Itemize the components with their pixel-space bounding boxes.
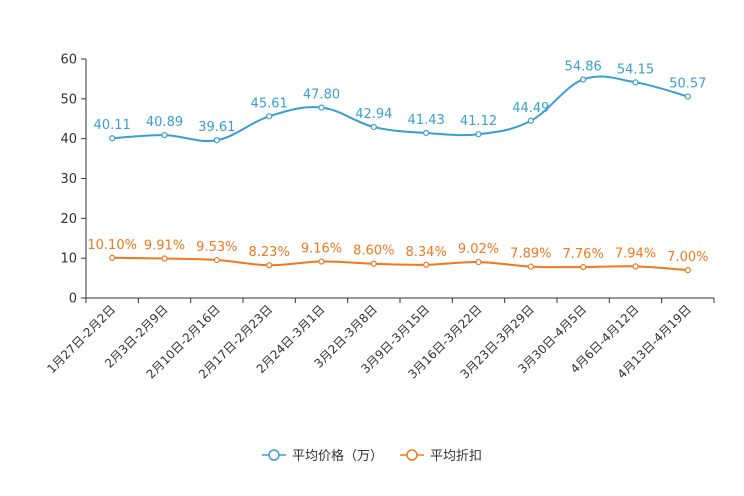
data-label: 9.53% <box>196 240 237 255</box>
x-axis: 1月27日-2月2日2月3日-2月9日2月10日-2月16日2月17日-2月23… <box>44 297 715 382</box>
y-tick-label: 0 <box>69 292 77 307</box>
data-label: 44.49 <box>512 101 549 116</box>
data-label: 9.16% <box>301 242 342 257</box>
legend-marker-icon <box>406 449 418 461</box>
legend-item-2[interactable]: 平均折扣 <box>400 449 482 464</box>
series-line <box>112 256 688 272</box>
data-point[interactable] <box>266 262 273 269</box>
data-point[interactable] <box>109 135 116 142</box>
data-label: 10.10% <box>87 238 137 253</box>
data-label: 40.89 <box>146 115 183 130</box>
data-point[interactable] <box>423 129 430 137</box>
y-tick-label: 60 <box>60 53 77 68</box>
data-label: 50.57 <box>669 77 706 92</box>
data-point[interactable] <box>161 255 168 262</box>
data-label: 8.34% <box>406 245 447 260</box>
data-label: 54.15 <box>617 62 654 77</box>
data-point[interactable] <box>475 258 482 266</box>
data-label: 9.02% <box>458 242 499 257</box>
data-point[interactable] <box>109 254 116 261</box>
y-axis: 0 10 20 30 40 50 60 <box>60 53 87 307</box>
data-label: 7.89% <box>510 247 551 262</box>
data-label: 42.94 <box>355 107 392 122</box>
data-point[interactable] <box>684 267 691 274</box>
series-layer: 40.11 40.89 39.61 45.61 47.80 42.94 41.43 41.12… <box>87 59 708 274</box>
series-1: 40.11 40.89 39.61 45.61 47.80 42.94 41.43 41.12… <box>94 59 706 144</box>
y-tick-label: 40 <box>60 132 77 147</box>
data-label: 7.76% <box>563 247 604 262</box>
legend-label: 平均价格（万） <box>292 448 383 464</box>
data-point[interactable] <box>684 93 691 100</box>
legend-label: 平均折扣 <box>430 449 482 464</box>
data-label: 7.94% <box>615 246 656 261</box>
data-label: 41.43 <box>408 113 445 128</box>
legend-item-1[interactable]: 平均价格（万） <box>262 448 383 464</box>
legend-marker-icon <box>268 449 280 461</box>
y-tick-label: 30 <box>60 172 77 187</box>
legend[interactable]: 平均价格（万） 平均折扣 <box>262 448 482 464</box>
data-label: 39.61 <box>198 120 235 135</box>
data-label: 41.12 <box>460 114 497 129</box>
series-2: 10.10% 9.91% 9.53% 8.23% 9.16% 8.60% 8.34% 9.02… <box>87 238 708 274</box>
data-point[interactable] <box>370 260 377 267</box>
data-point[interactable] <box>266 113 273 120</box>
data-point[interactable] <box>527 263 534 270</box>
data-label: 47.80 <box>303 88 340 103</box>
data-point[interactable] <box>370 123 377 131</box>
y-tick-label: 50 <box>60 92 77 107</box>
data-label: 8.60% <box>353 244 394 259</box>
data-point[interactable] <box>580 76 587 83</box>
data-label: 9.91% <box>144 239 185 254</box>
data-point[interactable] <box>318 258 325 265</box>
data-point[interactable] <box>580 263 587 271</box>
y-tick-label: 20 <box>60 212 77 227</box>
series-line <box>112 75 689 142</box>
data-point[interactable] <box>527 117 534 124</box>
data-label: 8.23% <box>249 245 290 260</box>
data-point[interactable] <box>632 79 639 86</box>
data-point[interactable] <box>318 104 325 111</box>
data-label: 54.86 <box>565 59 602 74</box>
data-point[interactable] <box>213 256 220 264</box>
data-point[interactable] <box>161 132 168 139</box>
data-point[interactable] <box>213 137 220 144</box>
data-label: 40.11 <box>94 118 131 133</box>
data-point[interactable] <box>423 261 430 268</box>
data-point[interactable] <box>632 263 639 270</box>
y-tick-label: 10 <box>60 252 77 267</box>
data-point[interactable] <box>475 131 482 138</box>
data-label: 7.00% <box>667 250 708 265</box>
data-label: 45.61 <box>251 96 288 111</box>
